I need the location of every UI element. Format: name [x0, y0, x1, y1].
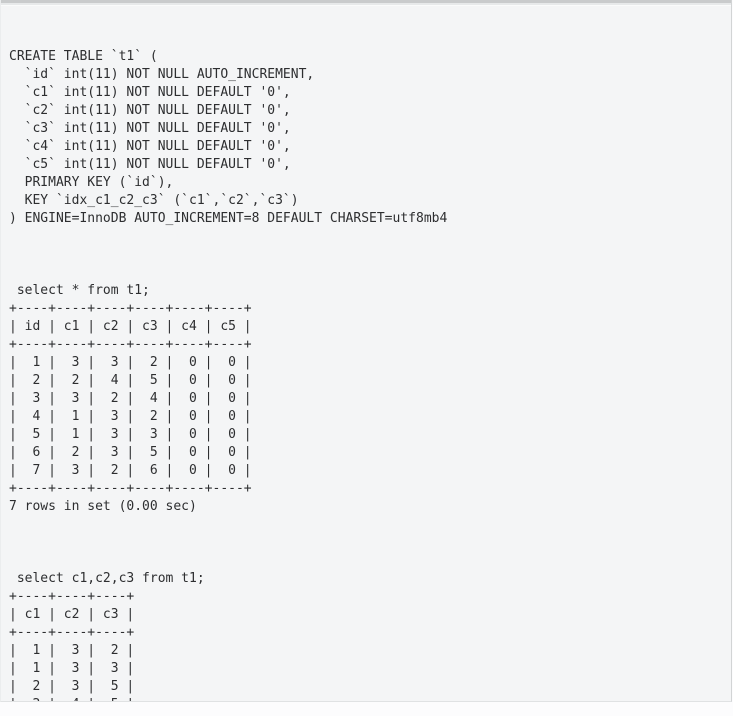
- console-line: 7 rows in set (0.00 sec): [9, 499, 197, 514]
- console-line: `c4` int(11) NOT NULL DEFAULT '0',: [9, 139, 291, 154]
- console-line: | 3 | 3 | 2 | 4 | 0 | 0 |: [9, 391, 252, 406]
- console-line: KEY `idx_c1_c2_c3` (`c1`,`c2`,`c3`): [9, 193, 299, 208]
- console-line: | 2 | 3 | 5 |: [9, 679, 135, 694]
- console-line: select c1,c2,c3 from t1;: [9, 571, 205, 586]
- console-line: +----+----+----+: [9, 589, 135, 604]
- console-text: CREATE TABLE `t1` ( `id` int(11) NOT NUL…: [1, 6, 731, 701]
- query-select-all-result: select * from t1; +----+----+----+----+--…: [9, 282, 723, 516]
- query-select-c1c2c3-result: select c1,c2,c3 from t1; +----+----+----+…: [9, 570, 723, 701]
- console-line: | 1 | 3 | 3 | 2 | 0 | 0 |: [9, 355, 252, 370]
- console-line: select * from t1;: [9, 283, 150, 298]
- console-line: CREATE TABLE `t1` (: [9, 49, 158, 64]
- console-line: | 1 | 3 | 2 |: [9, 643, 135, 658]
- console-line: ) ENGINE=InnoDB AUTO_INCREMENT=8 DEFAULT…: [9, 211, 448, 226]
- console-line: +----+----+----+: [9, 625, 135, 640]
- console-line: +----+----+----+----+----+----+: [9, 301, 252, 316]
- console-line: +----+----+----+----+----+----+: [9, 481, 252, 496]
- console-line: `c1` int(11) NOT NULL DEFAULT '0',: [9, 85, 291, 100]
- console-line: `c5` int(11) NOT NULL DEFAULT '0',: [9, 157, 291, 172]
- terminal-output-panel: CREATE TABLE `t1` ( `id` int(11) NOT NUL…: [0, 0, 732, 702]
- create-table-statement: CREATE TABLE `t1` ( `id` int(11) NOT NUL…: [9, 48, 723, 228]
- console-line: +----+----+----+----+----+----+: [9, 337, 252, 352]
- horizontal-scrollbar[interactable]: [1, 0, 731, 6]
- console-line: `c3` int(11) NOT NULL DEFAULT '0',: [9, 121, 291, 136]
- console-line: | 6 | 2 | 3 | 5 | 0 | 0 |: [9, 445, 252, 460]
- console-line: PRIMARY KEY (`id`),: [9, 175, 174, 190]
- console-line: | 2 | 2 | 4 | 5 | 0 | 0 |: [9, 373, 252, 388]
- console-line: | 2 | 4 | 5 |: [9, 696, 723, 701]
- console-line: `c2` int(11) NOT NULL DEFAULT '0',: [9, 103, 291, 118]
- console-line: | 1 | 3 | 3 |: [9, 661, 135, 676]
- console-line: | 4 | 1 | 3 | 2 | 0 | 0 |: [9, 409, 252, 424]
- console-line: | 7 | 3 | 2 | 6 | 0 | 0 |: [9, 463, 252, 478]
- console-line: | id | c1 | c2 | c3 | c4 | c5 |: [9, 319, 252, 334]
- console-line: `id` int(11) NOT NULL AUTO_INCREMENT,: [9, 67, 315, 82]
- console-line: | c1 | c2 | c3 |: [9, 607, 135, 622]
- console-line: | 5 | 1 | 3 | 3 | 0 | 0 |: [9, 427, 252, 442]
